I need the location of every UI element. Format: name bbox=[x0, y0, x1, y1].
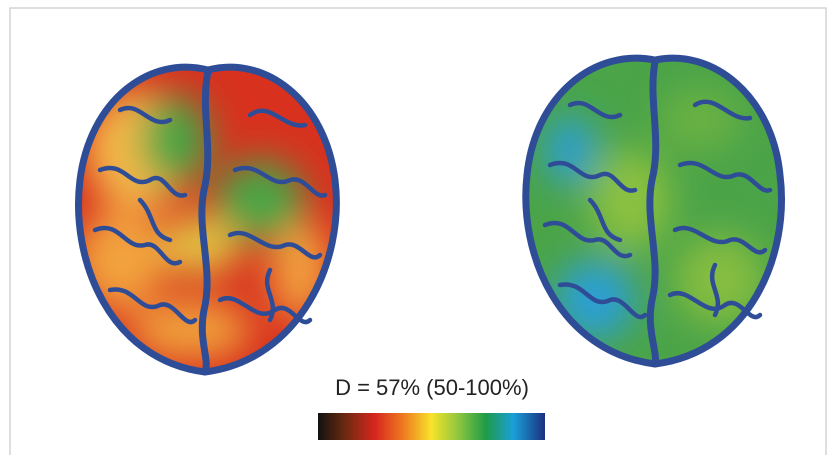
left-brain-heatmap bbox=[78, 67, 337, 372]
left-brain-outline bbox=[75, 63, 340, 376]
right-brain-outline bbox=[522, 54, 785, 368]
legend-label: D = 57% (50-100%) bbox=[335, 375, 529, 400]
frame bbox=[9, 7, 827, 455]
colorbar bbox=[318, 413, 545, 440]
